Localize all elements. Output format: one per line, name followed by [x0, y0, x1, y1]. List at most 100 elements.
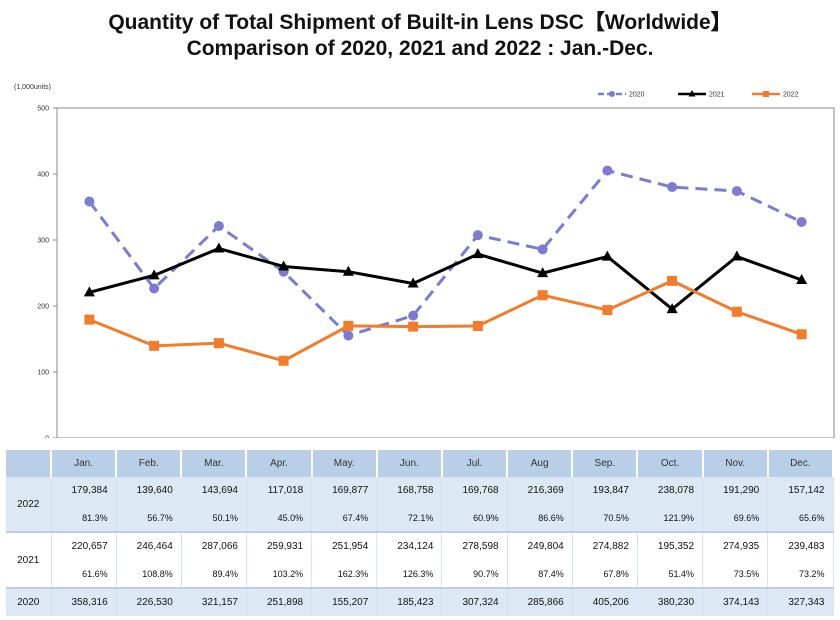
pct-cell: 72.1%	[376, 504, 443, 532]
point-2020	[343, 330, 354, 341]
point-2022	[343, 320, 354, 331]
legend-label-2022: 2022	[783, 92, 799, 99]
point-2022	[537, 290, 548, 301]
y-tick-label: 400	[37, 172, 49, 179]
pct-cell: 121.9%	[637, 504, 704, 532]
point-2021	[342, 265, 354, 276]
table-header-cell: Feb.	[116, 450, 183, 477]
value-cell: 307,324	[441, 587, 508, 616]
table-row-values-2022: 2022 179,384 139,640 143,694 117,018 169,877 1…	[6, 477, 834, 532]
table-header-cell: Jul.	[441, 450, 509, 477]
y-tick-label: 300	[37, 238, 49, 245]
value-cell: 191,290	[702, 477, 769, 504]
table-body: 2022 179,384 139,640 143,694 117,018 169,877 1…	[6, 477, 834, 616]
table-header-cell: Oct.	[637, 450, 704, 477]
value-cell: 220,657	[51, 531, 117, 560]
value-cell: 358,316	[51, 587, 117, 616]
pct-cell: 69.6%	[702, 504, 769, 532]
table-header-cell: Aug	[507, 450, 574, 477]
point-2020	[731, 186, 742, 197]
point-2021	[148, 269, 160, 280]
plot-area-border	[56, 107, 835, 438]
value-cell: 169,768	[441, 477, 508, 504]
value-cell: 216,369	[507, 477, 573, 504]
value-cell: 405,206	[572, 587, 638, 616]
point-2022	[408, 321, 419, 332]
value-cell: 157,142	[767, 477, 834, 504]
title-line-2: Comparison of 2020, 2021 and 2022 : Jan.…	[186, 37, 654, 60]
legend-marker-2021	[688, 90, 696, 97]
point-2020	[537, 244, 548, 255]
pct-cell: 87.4%	[507, 560, 573, 588]
table-header-cell: Sep.	[572, 450, 639, 477]
table-row-values-2020: 2020 358,316 226,530 321,157 251,898 155,207 1…	[6, 587, 834, 616]
pct-cell: 126.3%	[376, 560, 443, 588]
pct-cell: 50.1%	[181, 504, 247, 532]
value-cell: 327,343	[767, 587, 834, 616]
point-2020	[84, 196, 95, 207]
point-2021	[213, 242, 225, 253]
legend-label-2020: 2020	[629, 92, 645, 99]
pct-cell: 67.8%	[572, 560, 638, 588]
point-2021	[731, 250, 743, 261]
pct-cell: 108.8%	[116, 560, 182, 588]
pct-cell: 61.6%	[51, 560, 117, 588]
value-cell: 274,882	[572, 531, 638, 560]
point-2020	[408, 310, 419, 321]
y-tick-label: 0	[45, 436, 49, 439]
value-cell: 238,078	[637, 477, 704, 504]
pct-cell: 73.5%	[702, 560, 769, 588]
chart-axes: 0 100 200 300 400 500	[37, 106, 835, 439]
point-2022	[149, 340, 160, 351]
pct-cell: 162.3%	[311, 560, 378, 588]
value-cell: 251,898	[246, 587, 313, 616]
value-cell: 179,384	[51, 477, 117, 504]
value-cell: 139,640	[116, 477, 182, 504]
pct-cell: 60.9%	[441, 504, 508, 532]
table-header-cell: Jun.	[376, 450, 443, 477]
point-2021	[83, 286, 95, 297]
table-header-cell: Nov.	[702, 450, 769, 477]
value-cell: 169,877	[311, 477, 378, 504]
pct-cell: 89.4%	[181, 560, 247, 588]
data-table: Jan. Feb. Mar. Apr. May. Jun. Jul. Aug Sep. Oct. N…	[6, 450, 835, 616]
point-2022	[278, 355, 289, 366]
point-2021	[278, 260, 290, 271]
series-line-2021	[88, 247, 803, 311]
pct-cell: 81.3%	[51, 504, 117, 532]
pct-cell: 65.6%	[767, 504, 834, 532]
y-tick-label: 100	[37, 370, 49, 377]
value-cell: 285,866	[507, 587, 573, 616]
table-header-cell: Apr.	[246, 450, 313, 477]
legend-marker-2022	[763, 91, 769, 97]
value-cell: 249,804	[507, 531, 573, 560]
point-2022	[213, 338, 224, 349]
value-cell: 226,530	[116, 587, 182, 616]
pct-cell: 103.2%	[246, 560, 313, 588]
year-label: 2020	[6, 587, 52, 616]
value-cell: 193,847	[572, 477, 638, 504]
point-2022	[84, 314, 95, 325]
value-cell: 117,018	[246, 477, 313, 504]
value-cell: 374,143	[702, 587, 769, 616]
point-2020	[213, 221, 224, 232]
table-header-cell: May.	[311, 450, 378, 477]
value-cell: 234,124	[376, 531, 443, 560]
value-cell: 251,954	[311, 531, 378, 560]
pct-cell: 56.7%	[116, 504, 182, 532]
point-2021	[601, 250, 613, 261]
value-cell: 155,207	[311, 587, 378, 616]
value-cell: 195,352	[637, 531, 704, 560]
value-cell: 246,464	[116, 531, 182, 560]
point-2021	[796, 273, 808, 284]
y-axis-unit-label: (1,000units)	[14, 84, 51, 91]
point-2020	[796, 216, 807, 227]
value-cell: 274,935	[702, 531, 769, 560]
point-2021	[537, 267, 549, 278]
table-header-cell: Jan.	[51, 450, 118, 477]
value-cell: 259,931	[246, 531, 313, 560]
point-2022	[731, 306, 742, 317]
table-corner-cell	[6, 450, 52, 477]
year-label: 2022	[6, 477, 52, 532]
point-2022	[667, 275, 678, 286]
